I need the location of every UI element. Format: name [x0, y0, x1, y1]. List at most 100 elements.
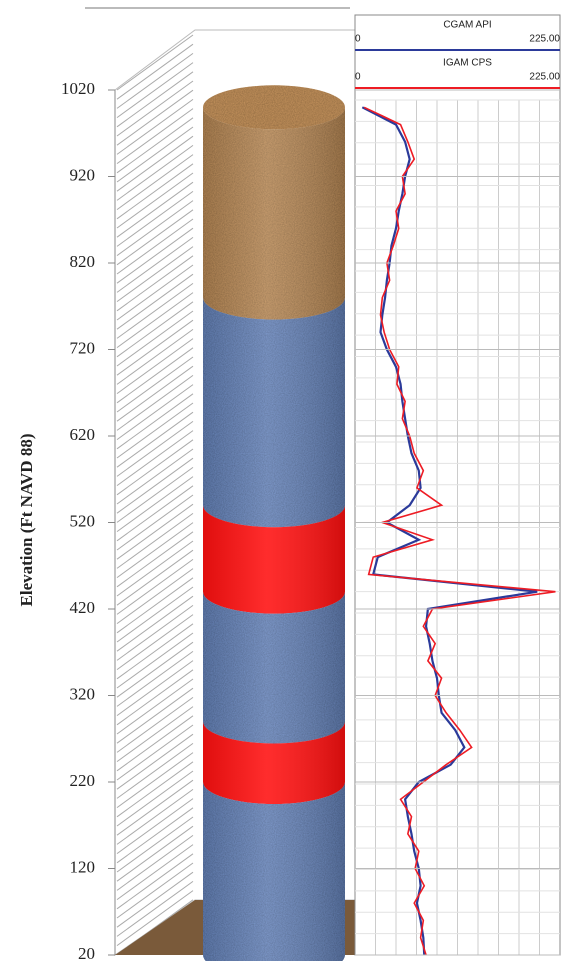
- hatch: [116, 347, 194, 404]
- hatch: [116, 724, 194, 781]
- x-tick-label: 0: [355, 34, 361, 45]
- hatch: [116, 825, 194, 882]
- y-tick-label: 120: [70, 857, 96, 876]
- hatch: [116, 623, 194, 680]
- legend-label: CGAM API: [443, 20, 491, 31]
- y-tick-label: 920: [70, 165, 96, 184]
- hatch: [116, 80, 194, 137]
- hatch: [116, 742, 194, 799]
- hatch: [116, 779, 194, 836]
- hatch: [116, 448, 194, 505]
- hatch: [116, 476, 194, 533]
- hatch: [116, 126, 194, 183]
- y-tick-label: 720: [70, 338, 96, 357]
- hatch: [116, 853, 194, 910]
- hatch: [116, 466, 194, 523]
- hatch: [116, 172, 194, 229]
- y-tick-label: 320: [70, 684, 96, 703]
- hatch: [116, 669, 194, 726]
- hatch: [116, 255, 194, 312]
- x-tick-label: 0: [355, 72, 361, 83]
- hatch: [116, 181, 194, 238]
- hatch: [116, 650, 194, 707]
- layer-top: [203, 85, 345, 130]
- hatch: [116, 558, 194, 615]
- hatch: [116, 807, 194, 864]
- hatch: [116, 549, 194, 606]
- y-axis-title: Elevation (Ft NAVD 88): [17, 434, 36, 607]
- hatch: [116, 660, 194, 717]
- hatch: [116, 798, 194, 855]
- hatch: [116, 393, 194, 450]
- hatch: [116, 568, 194, 625]
- hatch: [116, 200, 194, 257]
- hatch: [116, 871, 194, 928]
- hatch: [116, 752, 194, 809]
- hatch: [116, 310, 194, 367]
- hatch: [116, 503, 194, 560]
- hatch: [116, 715, 194, 772]
- hatch: [116, 301, 194, 358]
- hatch: [116, 733, 194, 790]
- hatch: [116, 632, 194, 689]
- hatch: [116, 190, 194, 247]
- legend-label: IGAM CPS: [443, 58, 492, 69]
- hatch: [116, 108, 194, 165]
- hatch: [116, 540, 194, 597]
- hatch: [116, 788, 194, 845]
- hatch: [116, 356, 194, 413]
- hatch: [116, 154, 194, 211]
- hatch: [116, 209, 194, 266]
- hatch: [116, 402, 194, 459]
- hatch: [116, 816, 194, 873]
- hatch: [116, 273, 194, 330]
- hatch: [116, 880, 194, 937]
- hatch: [116, 43, 194, 100]
- hatch: [116, 163, 194, 220]
- hatch: [116, 264, 194, 321]
- hatch: [116, 62, 194, 119]
- hatch: [116, 338, 194, 395]
- log-trace: [363, 106, 556, 956]
- hatch: [116, 614, 194, 671]
- hatch: [116, 52, 194, 109]
- hatch: [116, 384, 194, 441]
- hatch: [116, 98, 194, 155]
- hatch: [116, 696, 194, 753]
- hatch: [116, 135, 194, 192]
- hatch: [116, 604, 194, 661]
- y-tick-label: 520: [70, 511, 96, 530]
- cylinder: [203, 85, 345, 961]
- hatch: [116, 761, 194, 818]
- hatch: [116, 687, 194, 744]
- hatch: [116, 706, 194, 763]
- hatch: [116, 319, 194, 376]
- hatch: [116, 485, 194, 542]
- y-tick-label: 420: [70, 598, 96, 617]
- hatch: [116, 236, 194, 293]
- cylinder-shade: [203, 107, 345, 961]
- y-tick-label: 820: [70, 252, 96, 271]
- hatch: [116, 246, 194, 303]
- y-tick-label: 1020: [61, 79, 95, 98]
- hatch: [116, 678, 194, 735]
- log-trace: [361, 106, 538, 956]
- hatch: [116, 595, 194, 652]
- hatch: [116, 365, 194, 422]
- hatch: [116, 144, 194, 201]
- hatch: [116, 641, 194, 698]
- hatch: [116, 89, 194, 146]
- hatch: [116, 292, 194, 349]
- hatch: [116, 890, 194, 947]
- hatch: [116, 439, 194, 496]
- hatch: [116, 844, 194, 901]
- hatch: [116, 834, 194, 891]
- hatch: [116, 522, 194, 579]
- hatch: [116, 374, 194, 431]
- hatch: [116, 282, 194, 339]
- hatch: [116, 531, 194, 588]
- hatch: [116, 770, 194, 827]
- hatch: [116, 71, 194, 128]
- hatch: [116, 411, 194, 468]
